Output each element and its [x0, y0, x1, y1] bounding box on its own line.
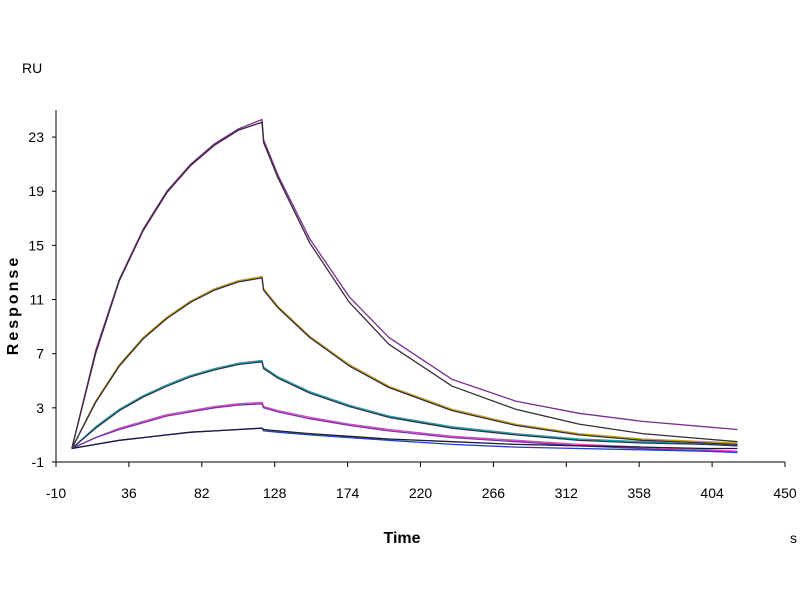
- y-tick-label: 3: [36, 400, 44, 416]
- series-line-8: [71, 403, 738, 454]
- y-tick-label: 15: [28, 237, 44, 253]
- x-tick-label: 36: [121, 485, 137, 501]
- series-line-1: [71, 118, 738, 449]
- series-line-2: [71, 121, 738, 449]
- series-line-7: [71, 401, 738, 452]
- y-tick-label: 23: [28, 129, 44, 145]
- x-tick-label: 450: [773, 485, 797, 501]
- y-tick-label: 7: [36, 346, 44, 362]
- y-axis-title: Response: [5, 255, 22, 355]
- x-unit-label: s: [790, 530, 797, 546]
- x-tick-label: -10: [46, 485, 66, 501]
- y-tick-label: 11: [29, 292, 44, 308]
- series-line-5: [71, 359, 738, 449]
- y-tick-label: 19: [28, 183, 44, 199]
- x-tick-label: 266: [482, 485, 506, 501]
- series-lines: [71, 118, 738, 454]
- x-tick-label: 220: [409, 485, 433, 501]
- series-line-6: [71, 361, 738, 449]
- y-unit-label: RU: [22, 60, 42, 76]
- x-tick-label: 174: [336, 485, 360, 501]
- x-ticks: -10 36 82 128 174 220 266 312 358 404 450: [46, 462, 797, 501]
- series-line-10: [71, 427, 738, 450]
- x-tick-label: 82: [194, 485, 210, 501]
- x-tick-label: 128: [263, 485, 287, 501]
- x-tick-label: 404: [700, 485, 724, 501]
- y-ticks: -1 3 7 11 15 19 23: [28, 129, 56, 470]
- x-tick-label: 312: [555, 485, 579, 501]
- series-line-4: [71, 277, 738, 449]
- x-tick-label: 358: [628, 485, 652, 501]
- x-axis-title: Time: [383, 530, 420, 547]
- series-line-3: [71, 275, 738, 449]
- y-tick-label: -1: [32, 454, 45, 470]
- axes: [55, 110, 785, 463]
